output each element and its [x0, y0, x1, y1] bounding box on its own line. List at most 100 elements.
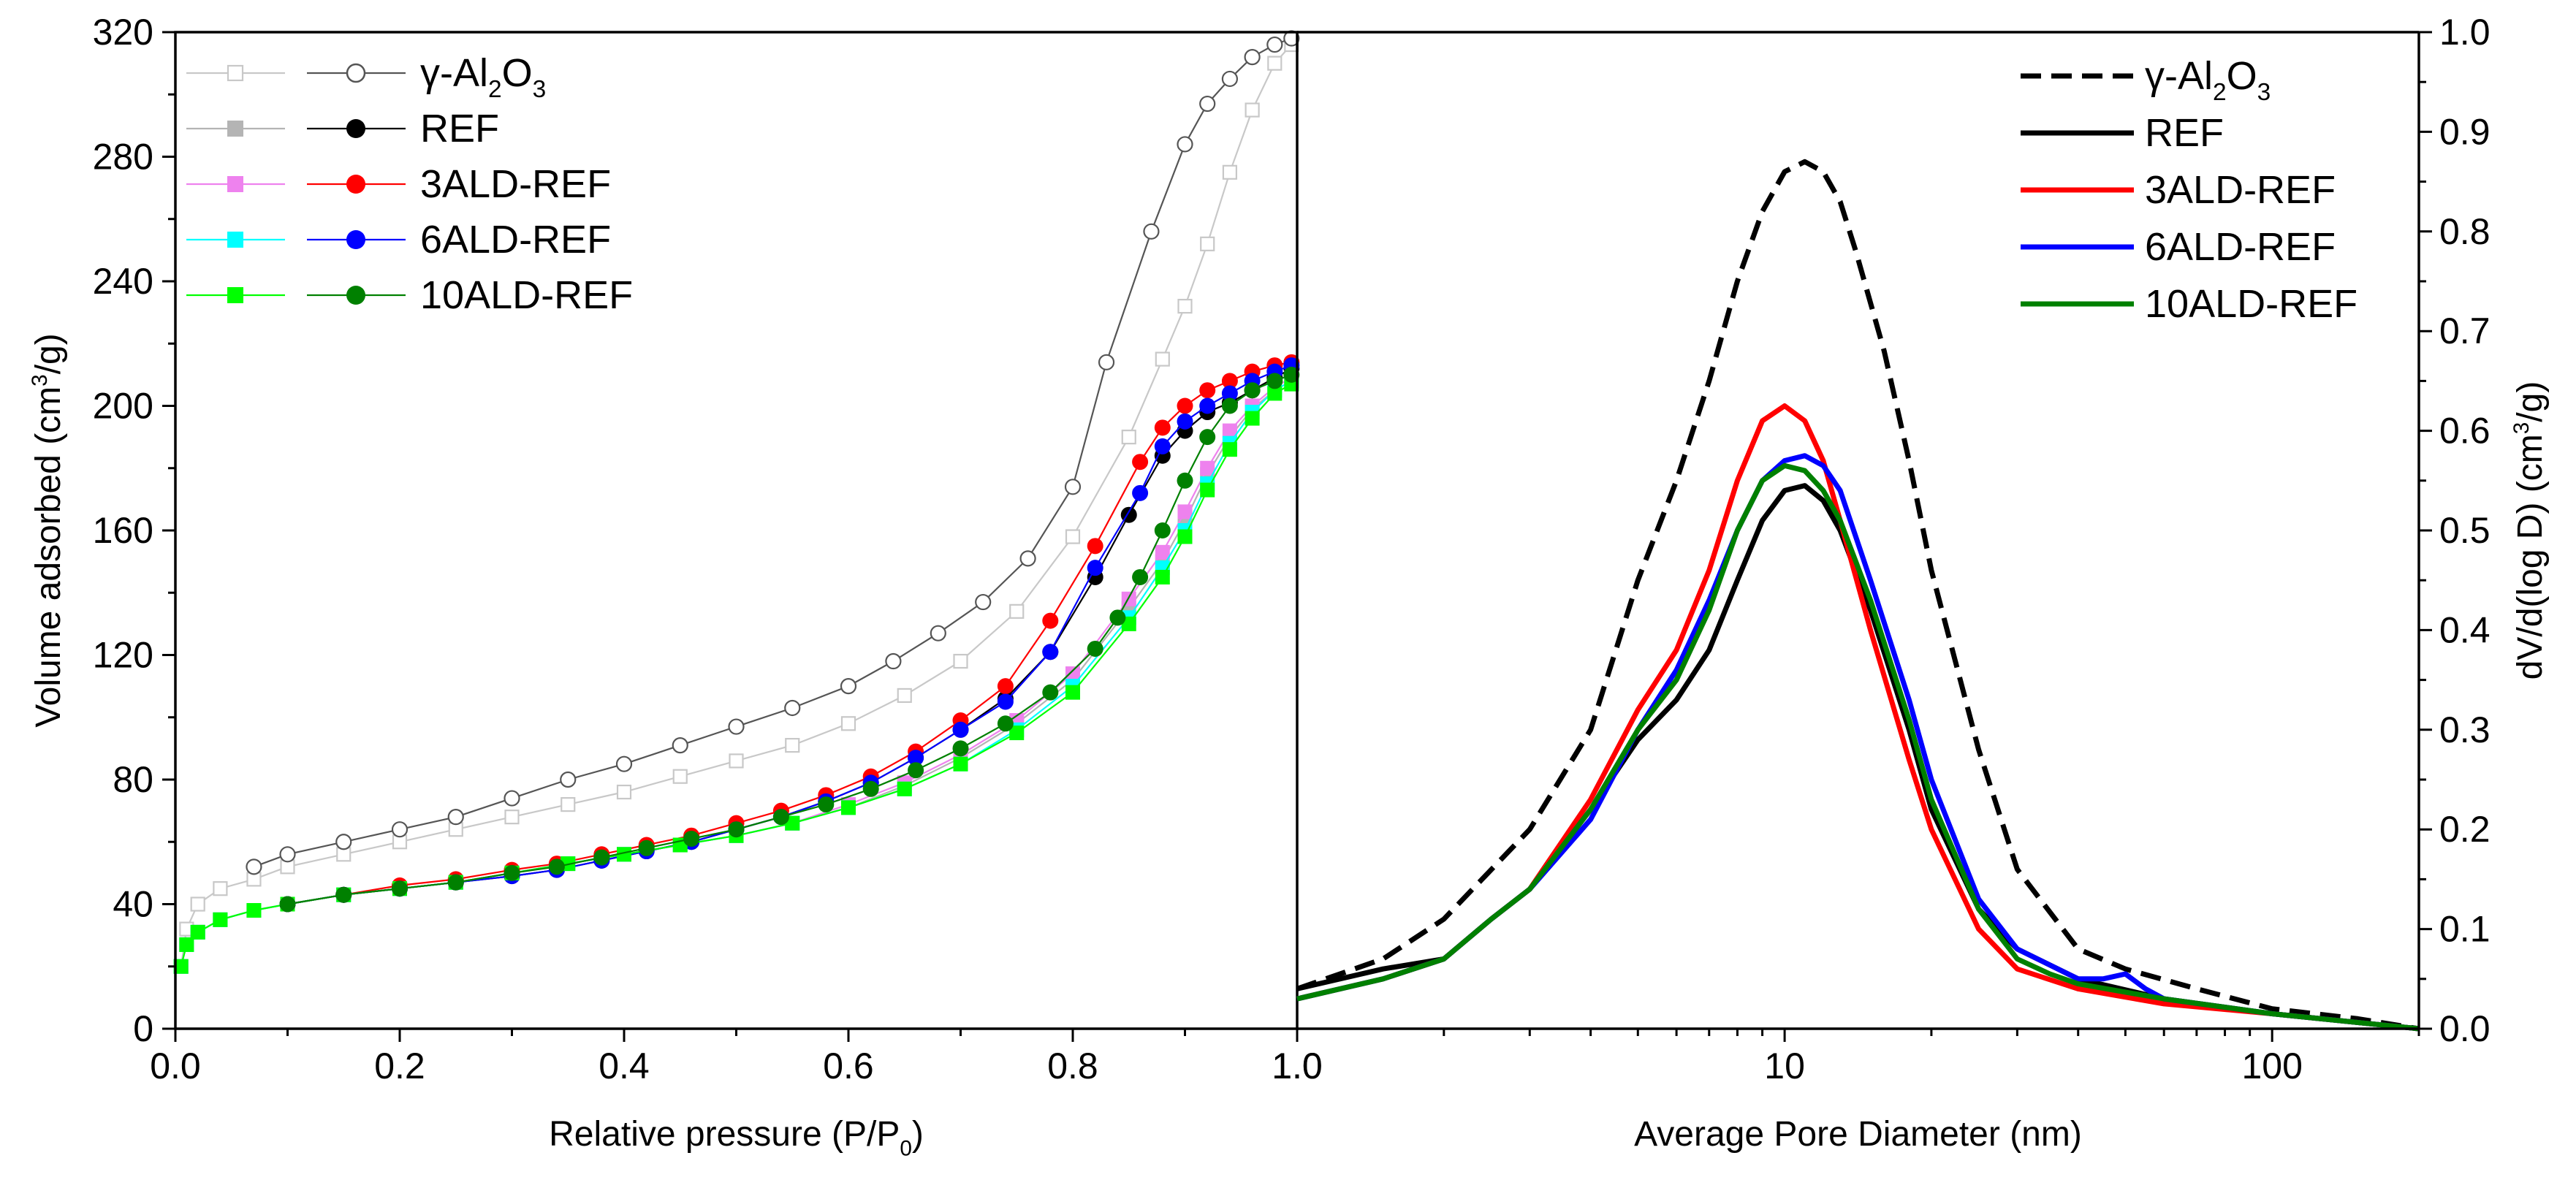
- adsorption-point: [246, 903, 262, 918]
- pore-distribution-panel: 0.0 0.1 0.2 0.3 0.4 0.5 0.6 0.7 0.8 0.9 1.0 1.0 10 10…: [1272, 12, 2550, 1154]
- desorption-point: [1266, 36, 1283, 53]
- adsorption-point: [1200, 236, 1215, 251]
- desorption-point: [930, 625, 946, 641]
- y-tick-label: 320: [93, 12, 153, 53]
- y-tick-label: 0.7: [2439, 311, 2490, 351]
- desorption-point: [504, 864, 520, 881]
- desorption-point: [504, 790, 520, 807]
- desorption-point: [1177, 413, 1193, 430]
- desorption-point: [392, 880, 408, 897]
- adsorption-line: [180, 380, 1292, 967]
- legend-label: REF: [2145, 111, 2224, 155]
- y-tick-label: 1.0: [2439, 12, 2490, 53]
- desorption-line: [254, 37, 1292, 868]
- legend-item-6ald-ref: 6ALD-REF: [186, 218, 611, 262]
- desorption-point: [997, 678, 1014, 695]
- y-tick-label: 120: [93, 635, 153, 676]
- desorption-point: [560, 771, 577, 788]
- adsorption-point: [672, 769, 688, 784]
- legend-item-10ald-ref: 10ALD-REF: [186, 273, 633, 317]
- pore-distribution-axes: 0.0 0.1 0.2 0.3 0.4 0.5 0.6 0.7 0.8 0.9 1.0 1.0 10 10…: [1272, 12, 2550, 1154]
- y-tick-label: 40: [113, 884, 153, 925]
- desorption-point: [615, 755, 633, 772]
- desorption-point: [1132, 484, 1149, 501]
- adsorption-point: [1245, 102, 1260, 118]
- isotherm-y-axis-title: Volume adsorbed (cm3/g): [28, 333, 68, 727]
- legend-item-3ald-ref: 3ALD-REF: [2021, 168, 2336, 212]
- adsorption-point: [1222, 423, 1237, 438]
- desorption-point: [1143, 223, 1160, 240]
- desorption-point: [975, 593, 992, 611]
- y-tick-label: 0.5: [2439, 510, 2490, 551]
- desorption-point: [862, 780, 879, 797]
- adsorption-point: [953, 653, 968, 669]
- adsorption-point: [1065, 666, 1080, 682]
- adsorption-point: [1065, 529, 1081, 544]
- desorption-point: [1221, 373, 1238, 389]
- desorption-point: [1154, 419, 1171, 436]
- x-tick-label: 0.4: [599, 1046, 650, 1086]
- adsorption-point: [190, 924, 205, 940]
- adsorption-point: [561, 796, 576, 812]
- y-tick-label: 0.1: [2439, 909, 2490, 950]
- legend-adsorption-marker: [227, 287, 243, 303]
- legend-label: REF: [420, 107, 499, 151]
- adsorption-point: [1177, 299, 1193, 314]
- adsorption-point: [617, 847, 631, 862]
- legend-item--al2o3: γ-Al2O3: [186, 51, 546, 103]
- adsorption-point: [213, 881, 228, 896]
- desorption-point: [1266, 373, 1283, 389]
- y-tick-label: 240: [93, 261, 153, 302]
- adsorption-line: [180, 383, 1292, 967]
- legend-item-10ald-ref: 10ALD-REF: [2021, 282, 2357, 326]
- adsorption-point: [1155, 569, 1170, 585]
- adsorption-point: [1267, 386, 1283, 401]
- legend-label: 10ALD-REF: [420, 273, 633, 317]
- x-tick-label: 1.0: [1272, 1046, 1323, 1086]
- desorption-point: [638, 839, 655, 856]
- isotherm-frame: [174, 31, 1299, 1030]
- desorption-point: [1221, 385, 1238, 402]
- adsorption-point: [1155, 544, 1170, 560]
- adsorption-line: [180, 377, 1292, 967]
- desorption-point: [1042, 684, 1059, 701]
- desorption-point: [908, 750, 924, 766]
- desorption-point: [840, 678, 857, 695]
- desorption-point: [1177, 397, 1193, 414]
- desorption-point: [728, 821, 745, 838]
- series-ref: [173, 360, 1300, 974]
- adsorption-point: [1222, 164, 1238, 180]
- adsorption-point: [1065, 685, 1080, 700]
- desorption-point: [1098, 354, 1115, 370]
- adsorption-line: [180, 44, 1293, 967]
- desorption-point: [1221, 397, 1238, 414]
- legend-label: 6ALD-REF: [420, 218, 611, 262]
- desorption-point: [593, 849, 610, 866]
- desorption-point: [1154, 438, 1171, 454]
- x-tick-label: 1.0: [1272, 1046, 1323, 1086]
- x-tick-label: 0.2: [374, 1046, 425, 1086]
- adsorption-point: [173, 959, 189, 974]
- desorption-point: [1087, 538, 1103, 555]
- y-tick-label: 200: [93, 386, 153, 427]
- legend-label: γ-Al2O3: [2145, 54, 2271, 106]
- desorption-point: [1087, 640, 1103, 657]
- adsorption-point: [190, 896, 205, 912]
- legend-desorption-marker: [346, 286, 365, 305]
- legend-label: 3ALD-REF: [420, 162, 611, 206]
- desorption-point: [1154, 522, 1171, 538]
- adsorption-point: [616, 784, 632, 800]
- y-tick-label: 0.6: [2439, 411, 2490, 452]
- adsorption-point: [841, 800, 856, 815]
- desorption-point: [818, 796, 835, 813]
- adsorption-point: [953, 756, 968, 772]
- desorption-point: [279, 896, 296, 913]
- desorption-point: [1199, 95, 1216, 113]
- desorption-point: [279, 846, 296, 863]
- y-tick-label: 0.8: [2439, 211, 2490, 252]
- pore-curve--al2o3: [1296, 159, 2420, 1032]
- adsorption-point: [785, 738, 800, 753]
- legend-adsorption-marker: [227, 232, 243, 248]
